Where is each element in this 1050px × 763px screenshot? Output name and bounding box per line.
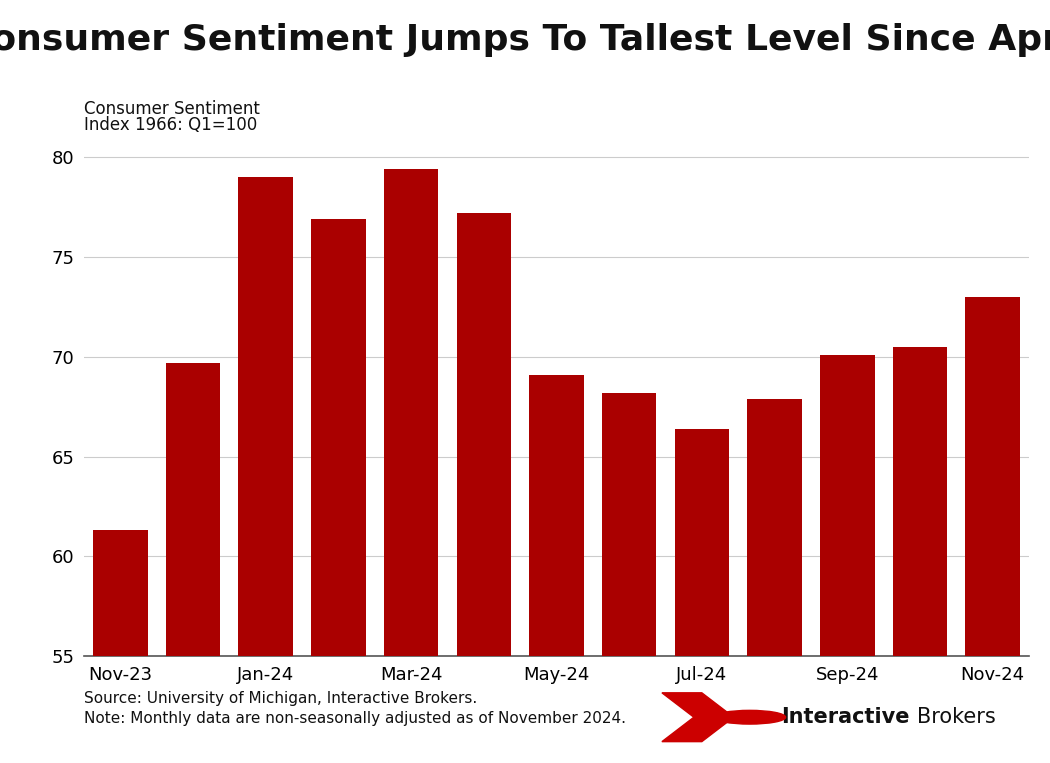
Text: Source: University of Michigan, Interactive Brokers.: Source: University of Michigan, Interact… (84, 691, 478, 706)
Text: Consumer Sentiment: Consumer Sentiment (84, 100, 260, 118)
Bar (311, 219, 365, 763)
Text: Note: Monthly data are non-seasonally adjusted as of November 2024.: Note: Monthly data are non-seasonally ad… (84, 711, 626, 726)
Text: Brokers: Brokers (918, 707, 996, 727)
Bar (93, 530, 148, 763)
Bar (457, 213, 511, 763)
Text: Interactive: Interactive (781, 707, 910, 727)
Bar (166, 363, 220, 763)
Bar (820, 355, 875, 763)
Circle shape (714, 710, 785, 724)
Text: Consumer Sentiment Jumps To Tallest Level Since April: Consumer Sentiment Jumps To Tallest Leve… (0, 23, 1050, 57)
Bar (965, 297, 1020, 763)
Text: Index 1966: Q1=100: Index 1966: Q1=100 (84, 115, 257, 134)
Polygon shape (662, 693, 734, 742)
Bar (674, 429, 729, 763)
Bar (238, 177, 293, 763)
Bar (529, 375, 584, 763)
Bar (384, 169, 439, 763)
Bar (602, 393, 656, 763)
Bar (892, 347, 947, 763)
Bar (748, 399, 802, 763)
